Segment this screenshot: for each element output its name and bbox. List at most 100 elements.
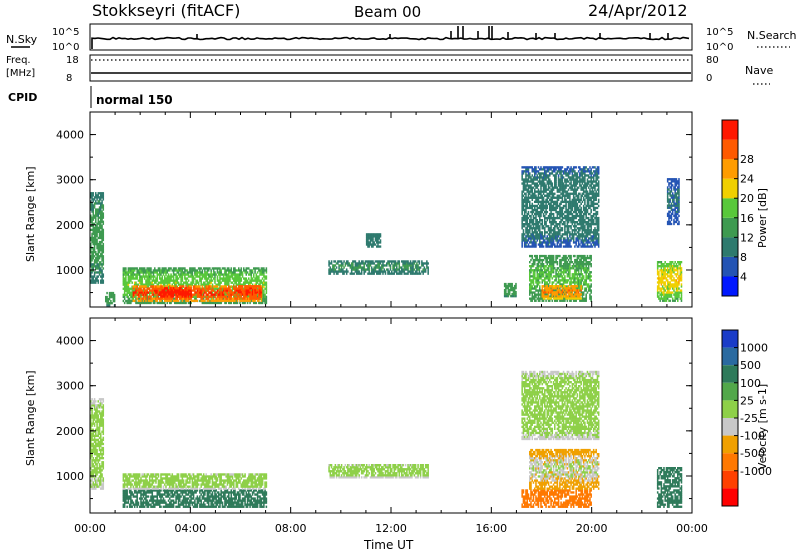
power-cell xyxy=(102,255,105,258)
power-cell xyxy=(140,281,142,284)
power-cell xyxy=(145,273,147,276)
power-data-cells xyxy=(90,166,683,307)
power-cell xyxy=(148,279,151,282)
power-cell xyxy=(100,196,102,199)
power-cell xyxy=(187,275,190,278)
power-cell xyxy=(102,281,105,284)
power-cell xyxy=(186,269,189,272)
power-cell xyxy=(96,277,98,280)
power-cell xyxy=(136,283,138,286)
power-cell xyxy=(378,264,381,267)
power-cell xyxy=(202,291,205,295)
power-cell xyxy=(586,291,589,294)
power-cell xyxy=(539,227,541,230)
power-cell xyxy=(93,196,96,199)
power-cell xyxy=(541,231,544,234)
power-cell xyxy=(112,293,115,297)
power-cell xyxy=(547,295,550,298)
power-cell xyxy=(152,299,155,303)
power-cell xyxy=(539,299,541,302)
power-cell xyxy=(214,279,216,282)
power-cell xyxy=(145,299,147,302)
power-cell xyxy=(130,275,132,278)
power-cell xyxy=(98,208,101,211)
power-cell xyxy=(147,285,150,288)
power-cell xyxy=(176,281,179,284)
power-cell xyxy=(191,273,194,276)
power-cell xyxy=(180,283,182,286)
power-cell xyxy=(91,232,93,236)
power-cell xyxy=(101,275,103,278)
power-cell xyxy=(184,269,186,272)
power-cell xyxy=(542,192,545,195)
power-cell xyxy=(133,277,136,280)
power-cell xyxy=(541,223,544,226)
power-cell xyxy=(364,262,367,265)
power-cell xyxy=(123,301,126,305)
power-cell xyxy=(171,299,174,303)
power-cell xyxy=(98,255,101,258)
power-cell xyxy=(207,289,210,292)
power-cell xyxy=(571,261,574,264)
power-cell xyxy=(101,269,103,272)
power-cell xyxy=(162,301,165,305)
power-cell xyxy=(357,268,359,271)
power-cell xyxy=(537,202,540,206)
power-cell xyxy=(140,295,142,299)
power-cell xyxy=(93,275,96,278)
power-cell xyxy=(100,279,102,282)
power-cell xyxy=(536,219,539,222)
power-cell xyxy=(260,297,263,300)
power-cell xyxy=(205,291,207,294)
power-cell xyxy=(151,281,154,284)
power-cell xyxy=(547,225,550,228)
power-cell xyxy=(182,283,185,286)
power-cell xyxy=(97,196,100,199)
power-cell xyxy=(532,281,535,284)
power-cell xyxy=(102,204,105,207)
power-cell xyxy=(167,275,170,278)
power-cell xyxy=(550,225,552,228)
power-cell xyxy=(253,291,255,294)
power-cell xyxy=(561,291,564,294)
power-cell xyxy=(515,291,517,294)
power-cell xyxy=(91,218,93,221)
power-cell xyxy=(131,269,133,272)
power-cell xyxy=(372,245,374,248)
power-cell xyxy=(147,301,150,305)
power-cell xyxy=(195,297,197,301)
power-cell xyxy=(542,289,545,292)
power-cell xyxy=(96,232,98,236)
power-cell xyxy=(204,273,206,276)
power-cell xyxy=(539,287,541,290)
power-cell xyxy=(199,285,201,288)
power-cell xyxy=(132,273,135,276)
power-cell xyxy=(263,279,265,282)
power-cell xyxy=(91,224,93,227)
power-cell xyxy=(421,260,423,263)
power-cell xyxy=(542,245,545,248)
power-cell xyxy=(167,283,170,286)
power-cell xyxy=(228,267,230,270)
power-cell xyxy=(187,273,190,276)
power-cell xyxy=(569,273,571,276)
power-cell xyxy=(552,214,555,218)
power-cell xyxy=(545,212,547,216)
power-cell xyxy=(96,234,98,238)
power-cell xyxy=(92,240,95,244)
power-cell xyxy=(535,214,537,218)
power-cell xyxy=(175,269,177,272)
power-cell xyxy=(522,194,525,197)
power-cell xyxy=(93,234,96,238)
power-cell xyxy=(95,230,97,234)
power-cell xyxy=(141,269,143,272)
power-cell xyxy=(566,281,569,284)
power-cell xyxy=(97,214,100,217)
power-cell xyxy=(225,301,227,305)
power-cell xyxy=(180,297,182,300)
power-cell xyxy=(140,269,142,272)
station-title: Stokkseyri (fitACF) xyxy=(92,1,240,20)
power-cell xyxy=(383,268,386,271)
power-cell xyxy=(412,264,414,267)
power-cell xyxy=(101,249,103,252)
